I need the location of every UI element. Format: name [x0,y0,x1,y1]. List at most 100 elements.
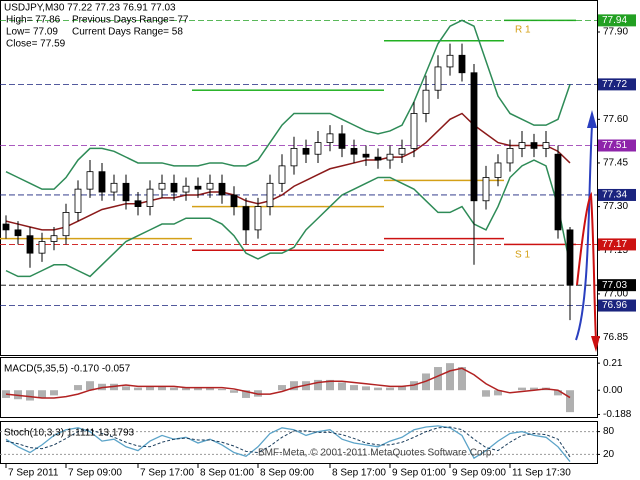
candle-body [146,188,154,207]
macd-bar [74,385,82,391]
macd-bar [218,388,226,391]
candle-body [506,148,514,164]
macd-signal [5,367,571,399]
macd-bar [518,387,526,391]
candle-body [2,223,10,231]
r1-label: R 1 [515,25,531,36]
y-tick-label: 20 [603,449,615,460]
candle-body [566,229,574,286]
y-tick-label: 80 [603,426,615,437]
candle-body [278,165,286,184]
candle-body [338,133,346,149]
macd-bar [242,390,250,398]
price-box-label: 77.72 [602,79,627,90]
macd-bar [554,390,562,396]
x-tick-label: 8 Sep 01:00 [200,468,254,479]
price-box [598,238,636,251]
candle-body [86,171,94,190]
stoch-title: Stoch(10,3,3) 1.1111 13.1793 [4,428,135,439]
macd-bar [230,390,238,393]
price-box-label: 77.03 [602,280,627,291]
s1-label: S 1 [515,250,530,261]
macd-bar [434,367,442,391]
y-tick-label: 0.00 [603,385,623,396]
price-box [598,78,636,91]
candle-body [26,235,34,254]
macd-bar [350,385,358,391]
candle-body [134,200,142,207]
candle-body [14,229,22,237]
macd-bar [338,382,346,391]
macd-bar [362,386,370,391]
arrow-head [587,110,597,128]
x-tick-label: 9 Sep 09:00 [452,468,506,479]
stoch-line [5,425,571,462]
macd-bar [182,387,190,391]
candle-body [554,153,562,231]
annotation: Low= 77.09 [6,27,58,38]
x-tick-label: 7 Sep 09:00 [68,468,122,479]
macd-panel-frame [0,357,598,418]
arrow-head [591,336,600,352]
candle-body [362,153,370,158]
macd-bar [314,379,322,391]
y-tick-label: 0.21 [603,358,623,369]
price-box-label: 77.51 [602,140,627,151]
candle-body [62,212,70,237]
candle-body [194,185,202,190]
macd-bar [566,390,574,413]
candle-body [110,182,118,193]
candle-body [206,182,214,190]
macd-bar [38,390,46,398]
price-box [598,188,636,201]
x-tick-label: 8 Sep 09:00 [260,468,314,479]
candle-body [398,148,406,155]
candle-body [218,182,226,196]
candle-body [494,162,502,178]
candle-body [122,182,130,202]
indicator-line [5,19,571,190]
y-tick-label: 77.30 [603,201,628,212]
candle-body [422,89,430,114]
annotation: Current Days Range= 58 [72,27,183,38]
macd-bar [374,387,382,391]
candle-body [374,156,382,161]
price-box-label: 77.94 [602,15,627,26]
price-box [598,139,636,152]
price-box [598,279,636,292]
drawn-arrow-up [575,124,593,341]
candle-body [530,142,538,149]
candle-body [74,188,82,213]
y-tick-label: 76.85 [603,332,628,343]
y-tick-label: 77.60 [603,114,628,125]
macd-bar [386,387,394,391]
drawn-arrow-down [576,191,597,341]
candle-body [470,72,478,202]
y-tick-label: 77.90 [603,27,628,38]
copyright: BMF-Meta, © 2001-2011 MetaQuotes Softwar… [258,448,494,459]
y-tick-label: 77.00 [603,289,628,300]
candle-body [410,113,418,149]
macd-bar [446,363,454,391]
macd-bar [134,387,142,391]
candle-body [542,142,550,149]
candle-body [230,194,238,207]
x-tick-label: 8 Sep 17:00 [332,468,386,479]
macd-bar [290,381,298,391]
macd-bar [158,386,166,391]
price-box-label: 77.17 [602,239,627,250]
macd-bar [326,379,334,391]
macd-bar [170,387,178,391]
chart-title: USDJPY,M30 77.22 77.23 76.91 77.03 [4,3,176,14]
macd-bar [206,387,214,391]
candle-body [446,54,454,68]
candle-body [302,148,310,155]
macd-bar [482,390,490,397]
indicator-line [5,159,571,278]
candle-body [242,206,250,231]
annotation: High= 77.86 [6,15,61,26]
candle-body [434,66,442,91]
price-box [598,299,636,312]
